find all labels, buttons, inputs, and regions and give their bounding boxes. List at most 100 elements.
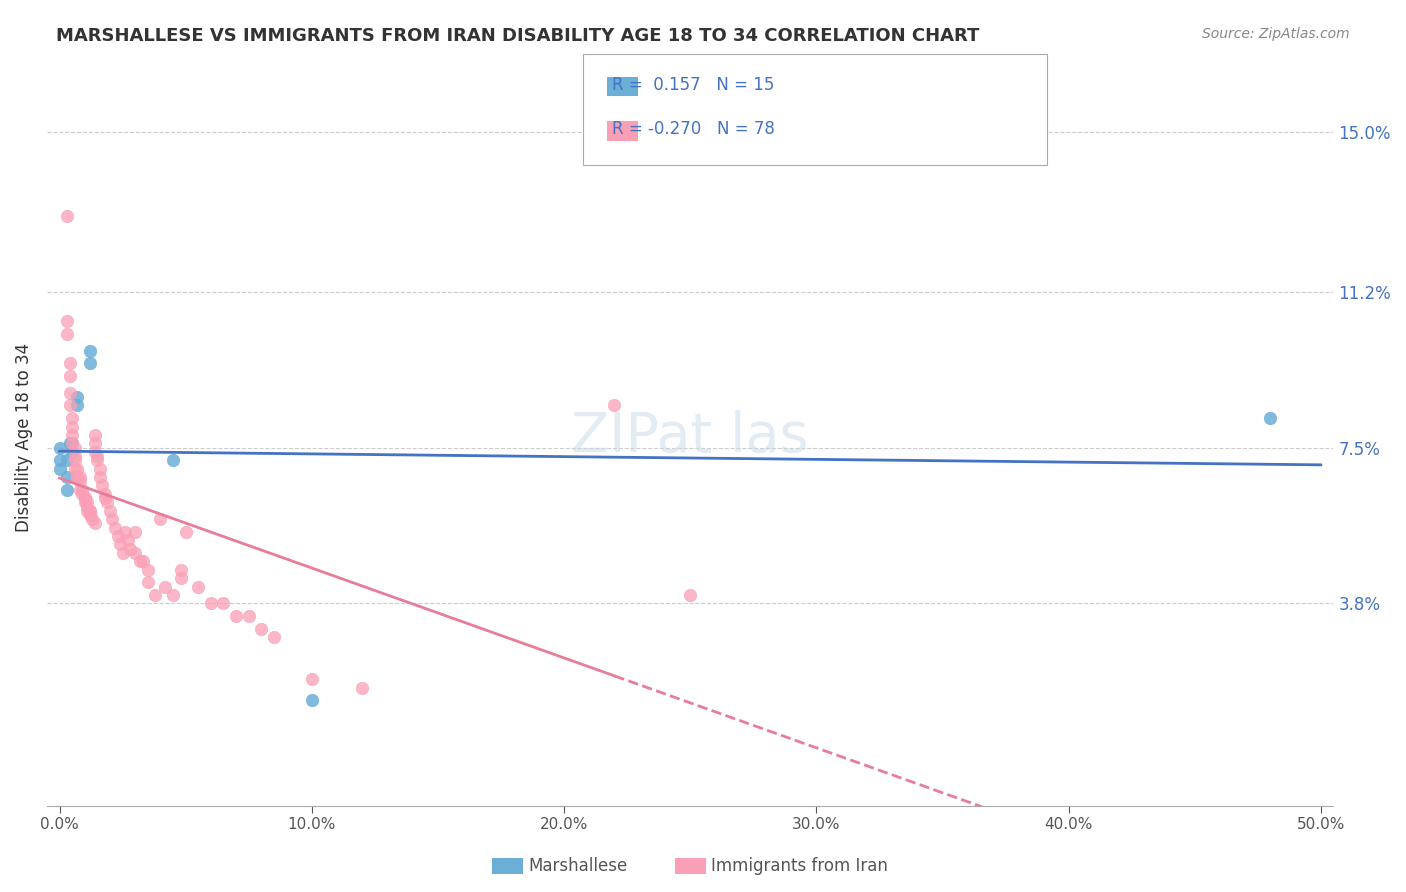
Point — [69, 483, 91, 497]
Point — [162, 588, 184, 602]
Point — [63, 453, 86, 467]
Point — [79, 356, 101, 370]
Point — [60, 436, 83, 450]
Point — [132, 554, 155, 568]
Point — [56, 453, 79, 467]
Point — [169, 563, 191, 577]
Point — [98, 504, 121, 518]
Text: Marshallese: Marshallese — [529, 857, 628, 875]
Text: MARSHALLESE VS IMMIGRANTS FROM IRAN DISABILITY AGE 18 TO 34 CORRELATION CHART: MARSHALLESE VS IMMIGRANTS FROM IRAN DISA… — [56, 27, 980, 45]
Point — [60, 411, 83, 425]
Point — [58, 369, 80, 384]
Point — [225, 609, 247, 624]
Text: Immigrants from Iran: Immigrants from Iran — [711, 857, 889, 875]
Point — [56, 326, 79, 341]
Point — [76, 504, 98, 518]
Point — [70, 487, 93, 501]
Point — [70, 483, 93, 497]
Point — [76, 495, 98, 509]
Y-axis label: Disability Age 18 to 34: Disability Age 18 to 34 — [15, 343, 32, 532]
Point — [66, 461, 89, 475]
Point — [82, 512, 104, 526]
Point — [174, 524, 197, 539]
Point — [250, 622, 273, 636]
Point — [63, 449, 86, 463]
Point — [66, 470, 89, 484]
Point — [94, 491, 117, 505]
Point — [83, 428, 105, 442]
Point — [107, 529, 129, 543]
Point — [66, 470, 89, 484]
Point — [603, 399, 626, 413]
Point — [48, 453, 70, 467]
Point — [60, 428, 83, 442]
Point — [149, 512, 172, 526]
Point — [86, 453, 108, 467]
Text: R =  0.157   N = 15: R = 0.157 N = 15 — [612, 76, 773, 94]
Point — [89, 461, 111, 475]
Point — [238, 609, 260, 624]
Point — [66, 390, 89, 404]
Point — [263, 630, 285, 644]
Point — [136, 575, 159, 590]
Point — [73, 491, 96, 505]
Point — [114, 524, 136, 539]
Point — [60, 445, 83, 459]
Point — [101, 512, 124, 526]
Point — [69, 475, 91, 489]
Point — [56, 314, 79, 328]
Text: Source: ZipAtlas.com: Source: ZipAtlas.com — [1202, 27, 1350, 41]
Point — [48, 461, 70, 475]
Point — [79, 343, 101, 358]
Point — [104, 520, 127, 534]
Point — [83, 516, 105, 531]
Point — [301, 672, 323, 686]
Point — [58, 436, 80, 450]
Point — [60, 419, 83, 434]
Point — [48, 441, 70, 455]
Point — [60, 436, 83, 450]
Point — [129, 554, 152, 568]
Point — [79, 504, 101, 518]
Point — [79, 504, 101, 518]
Point — [58, 356, 80, 370]
Point — [58, 385, 80, 400]
Point — [94, 487, 117, 501]
Point — [56, 470, 79, 484]
Point — [58, 399, 80, 413]
Point — [155, 580, 177, 594]
Point — [108, 537, 131, 551]
Point — [56, 483, 79, 497]
Point — [162, 453, 184, 467]
Point — [136, 563, 159, 577]
Text: ZIPat las: ZIPat las — [571, 410, 808, 464]
Point — [76, 500, 98, 514]
Point — [96, 495, 118, 509]
Point — [86, 449, 108, 463]
Point — [124, 546, 146, 560]
Point — [679, 588, 702, 602]
Point — [63, 441, 86, 455]
Point — [89, 470, 111, 484]
Point — [1260, 411, 1282, 425]
Point — [111, 546, 134, 560]
Point — [56, 209, 79, 223]
Point — [63, 461, 86, 475]
Point — [120, 541, 142, 556]
Point — [200, 596, 222, 610]
Point — [143, 588, 166, 602]
Point — [66, 399, 89, 413]
Point — [352, 681, 374, 695]
Point — [83, 436, 105, 450]
Point — [73, 495, 96, 509]
Point — [73, 491, 96, 505]
Point — [124, 524, 146, 539]
Point — [91, 478, 114, 492]
Point — [79, 508, 101, 522]
Point — [301, 693, 323, 707]
Point — [212, 596, 235, 610]
Point — [187, 580, 209, 594]
Point — [69, 470, 91, 484]
Point — [83, 445, 105, 459]
Text: R = -0.270   N = 78: R = -0.270 N = 78 — [612, 120, 775, 138]
